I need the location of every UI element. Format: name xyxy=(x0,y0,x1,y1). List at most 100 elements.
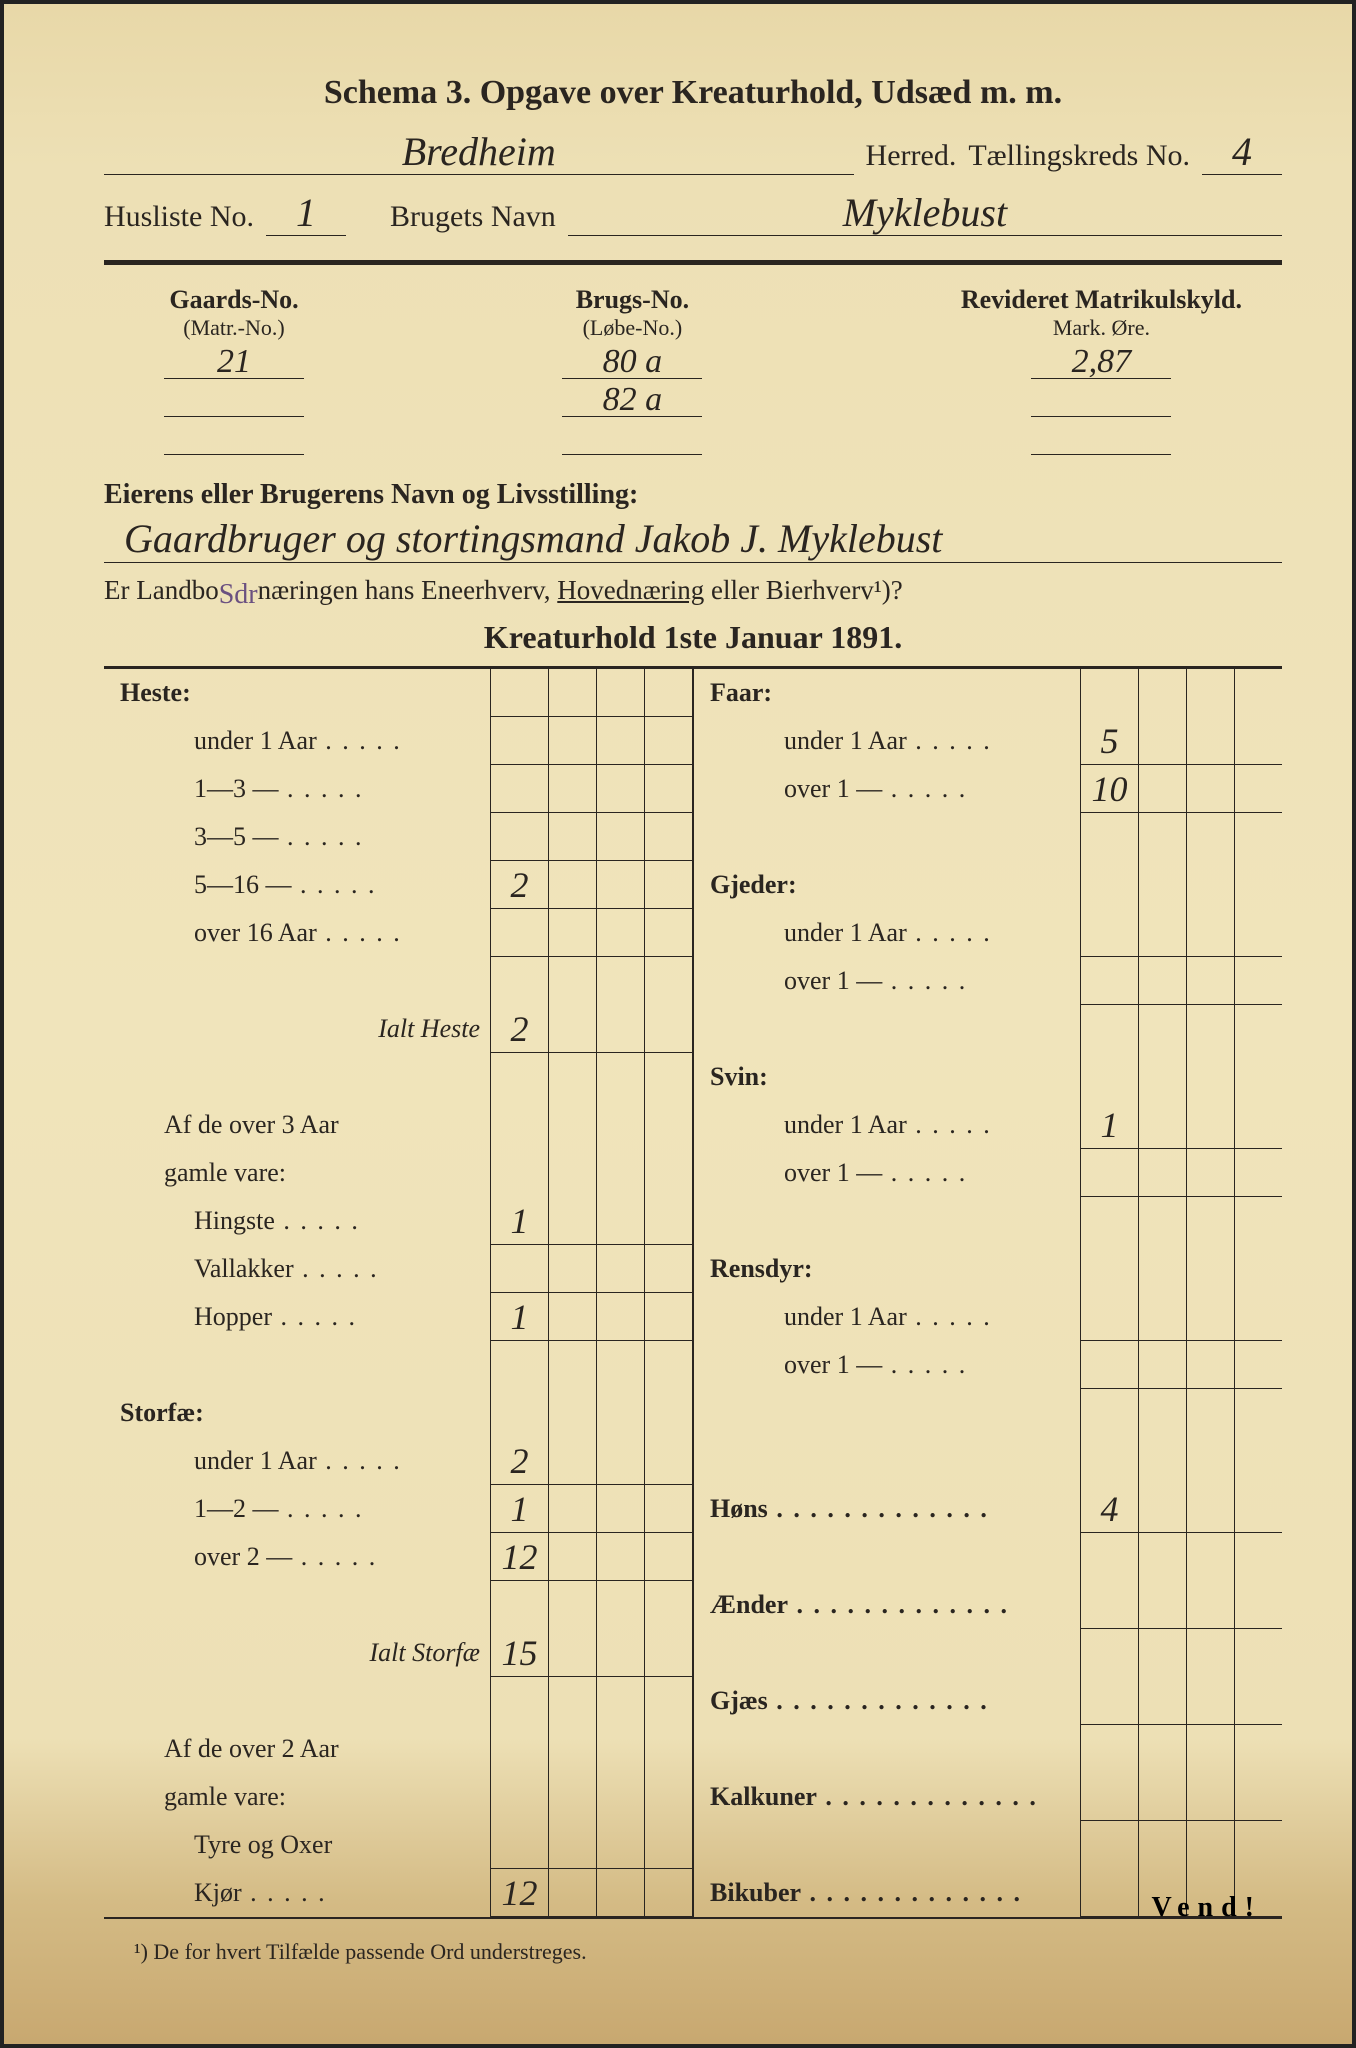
value-cell xyxy=(596,1725,644,1773)
value-cell xyxy=(1080,1869,1138,1917)
value-cell xyxy=(644,1821,692,1869)
row-label: over 1 — xyxy=(694,1158,1080,1188)
value-cell xyxy=(490,1101,548,1149)
table-row: over 1 — xyxy=(694,1341,1282,1389)
value-cell xyxy=(644,1869,692,1917)
value-cell xyxy=(1138,957,1186,1005)
q-insert: Sdr xyxy=(219,579,258,610)
value-cell xyxy=(1186,1677,1234,1725)
value-cell xyxy=(1186,1101,1234,1149)
value-cell xyxy=(1080,909,1138,957)
value-cell xyxy=(1234,1677,1282,1725)
value-cell xyxy=(1234,1773,1282,1821)
owner-label: Eierens eller Brugerens Navn og Livsstil… xyxy=(104,479,1282,511)
value-cell xyxy=(490,717,548,765)
value-cell xyxy=(1138,1485,1186,1533)
table-row: Høns4 xyxy=(694,1485,1282,1533)
value-cell xyxy=(1080,1341,1138,1389)
value-cell xyxy=(644,1005,692,1053)
row-label: Ialt Heste xyxy=(104,1014,490,1044)
row-label: under 1 Aar xyxy=(104,1446,490,1476)
spacer-row xyxy=(694,1725,1282,1773)
value-cell xyxy=(490,1149,548,1197)
table-row: Storfæ: xyxy=(104,1389,692,1437)
gaards-no-val-2 xyxy=(164,421,304,455)
value-cell xyxy=(1080,1245,1138,1293)
row-label: 3—5 — xyxy=(104,822,490,852)
value-cell xyxy=(1234,861,1282,909)
matrikul-hdr: Revideret Matrikulskyld. xyxy=(961,285,1242,315)
row-label: over 2 — xyxy=(104,1542,490,1572)
table-row: Heste: xyxy=(104,669,692,717)
value-cell xyxy=(1138,669,1186,717)
value-cell xyxy=(1080,1053,1138,1101)
table-row: 5—16 —2 xyxy=(104,861,692,909)
tkrets-value: 4 xyxy=(1202,132,1282,175)
value-cell xyxy=(1186,669,1234,717)
value-cell xyxy=(644,1773,692,1821)
value-cell xyxy=(548,909,596,957)
table-row: Faar: xyxy=(694,669,1282,717)
brugs-no-col: Brugs-No. (Løbe-No.) 80 a 82 a xyxy=(562,285,702,459)
table-row: Rensdyr: xyxy=(694,1245,1282,1293)
value-cell xyxy=(644,669,692,717)
row-label: Gjeder: xyxy=(694,870,1080,900)
row-label: over 1 — xyxy=(694,1350,1080,1380)
value-cell xyxy=(1186,1581,1234,1629)
herred-value: Bredheim xyxy=(104,132,854,175)
value-cell xyxy=(596,1629,644,1677)
value-cell xyxy=(596,1437,644,1485)
row-label: Kalkuner xyxy=(694,1782,1080,1812)
row-label: over 1 — xyxy=(694,774,1080,804)
value-cell xyxy=(548,765,596,813)
row-label: Rensdyr: xyxy=(694,1254,1080,1284)
gaards-no-col: Gaards-No. (Matr.-No.) 21 xyxy=(164,285,304,459)
row-label: Ænder xyxy=(694,1590,1080,1620)
value-cell xyxy=(596,765,644,813)
row-label: under 1 Aar xyxy=(694,1110,1080,1140)
row-label: 5—16 — xyxy=(104,870,490,900)
spacer-row xyxy=(694,1629,1282,1677)
value-cell xyxy=(1138,1581,1186,1629)
value-cell xyxy=(1186,1149,1234,1197)
value-cell xyxy=(644,1725,692,1773)
table-row: under 1 Aar5 xyxy=(694,717,1282,765)
row-label: Faar: xyxy=(694,678,1080,708)
table-row: under 1 Aar xyxy=(694,909,1282,957)
spacer-row xyxy=(694,1533,1282,1581)
value-cell xyxy=(1080,1149,1138,1197)
matrikul-val-1 xyxy=(1031,383,1171,417)
value-cell xyxy=(490,1821,548,1869)
value-cell: 1 xyxy=(490,1197,548,1245)
value-cell: 12 xyxy=(490,1869,548,1917)
row-label: under 1 Aar xyxy=(694,726,1080,756)
value-cell xyxy=(548,1869,596,1917)
value-cell xyxy=(1138,861,1186,909)
q-pre: Er Landbo xyxy=(104,575,219,605)
table-row: gamle vare: xyxy=(104,1149,692,1197)
row-label: gamle vare: xyxy=(104,1782,490,1812)
value-cell xyxy=(1080,861,1138,909)
value-cell xyxy=(1234,1293,1282,1341)
spacer-row xyxy=(104,1341,692,1389)
value-cell: 1 xyxy=(490,1485,548,1533)
value-cell xyxy=(1138,1149,1186,1197)
value-cell xyxy=(548,1197,596,1245)
value-cell xyxy=(1234,957,1282,1005)
value-cell xyxy=(1234,1581,1282,1629)
spacer-row xyxy=(694,1389,1282,1437)
value-cell xyxy=(596,813,644,861)
value-cell xyxy=(596,1101,644,1149)
value-cell xyxy=(548,1821,596,1869)
value-cell xyxy=(1080,1773,1138,1821)
value-cell xyxy=(1186,1485,1234,1533)
spacer-row xyxy=(694,1197,1282,1245)
value-cell xyxy=(1186,909,1234,957)
value-cell xyxy=(548,717,596,765)
value-cell xyxy=(1234,669,1282,717)
row-label: under 1 Aar xyxy=(104,726,490,756)
value-cell xyxy=(1186,765,1234,813)
table-row: under 1 Aar xyxy=(694,1293,1282,1341)
gaards-no-hdr: Gaards-No. xyxy=(164,285,304,315)
brugets-label: Brugets Navn xyxy=(390,200,556,234)
